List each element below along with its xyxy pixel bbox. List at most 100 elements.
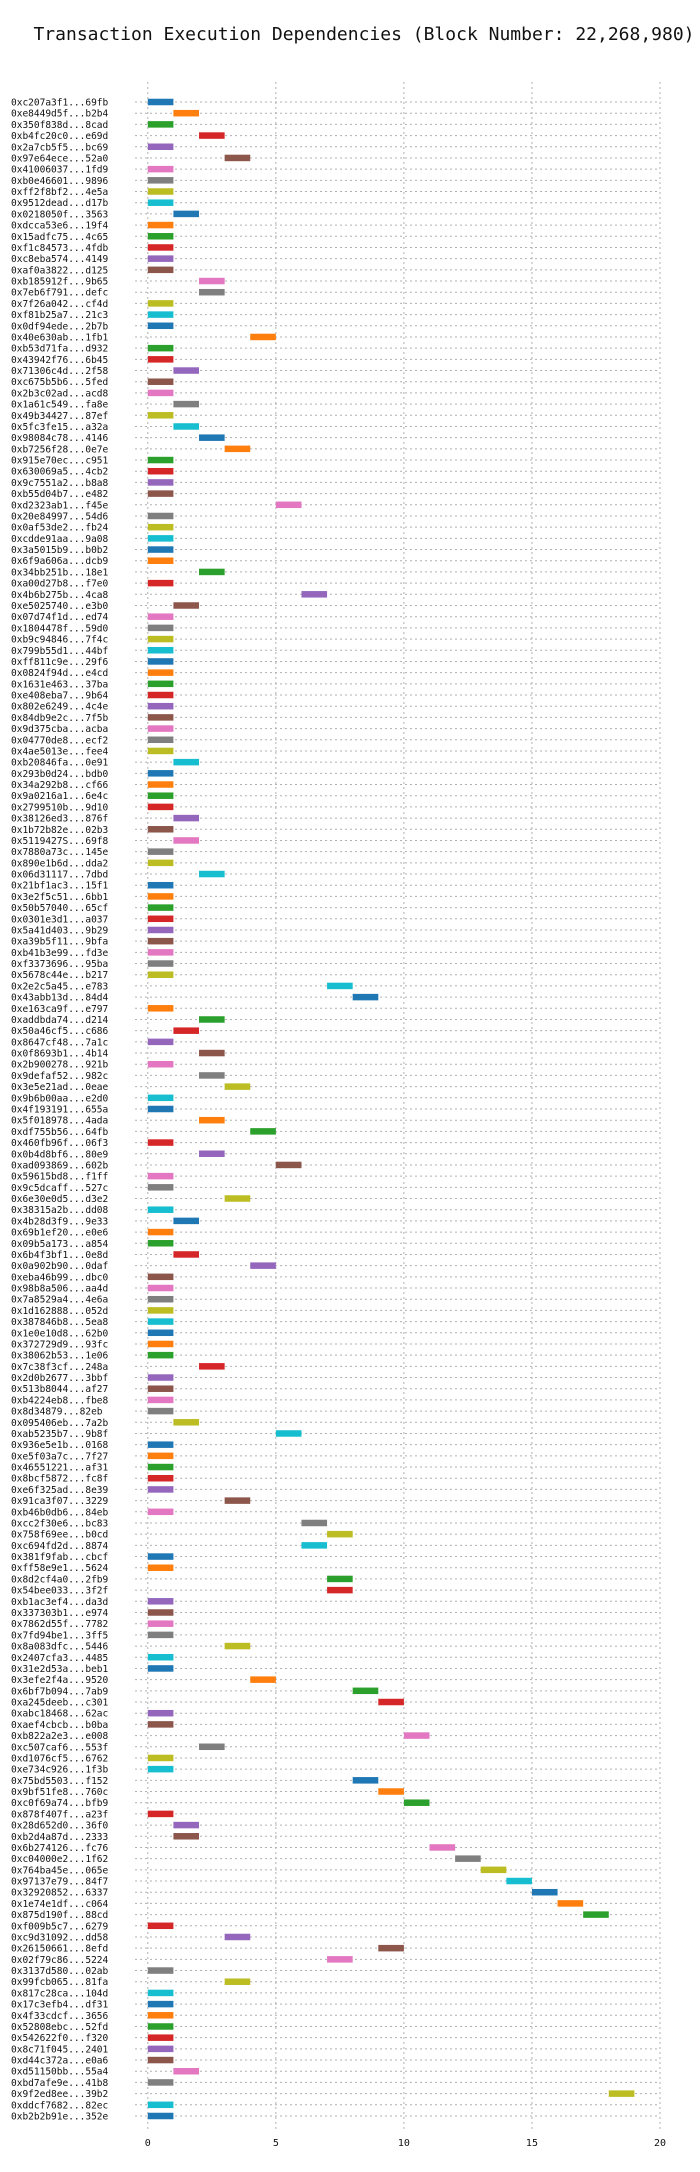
x-tick-label-0: 0	[145, 2138, 151, 2149]
y-tick-label-72: 0x50b57040...65cf	[11, 903, 108, 914]
y-tick-label-167: 0x3137d580...02ab	[11, 1966, 109, 1977]
y-tick-label-132: 0x8d2cf4a0...2fb9	[11, 1574, 109, 1585]
dependency-bar-108	[147, 1307, 174, 1314]
y-tick-label-155: 0xb2d4a87d...2333	[11, 1832, 108, 1843]
y-tick-label-129: 0xc694fd2d...8874	[11, 1541, 109, 1552]
dependency-bar-30	[199, 434, 225, 441]
y-tick-label-163: 0xf009b5c7...6279	[11, 1921, 109, 1932]
dependency-bar-90	[147, 1105, 174, 1113]
dependency-bar-137	[147, 1631, 174, 1639]
y-tick-label-73: 0x0301e3d1...a037	[11, 914, 108, 925]
chart-title: Transaction Execution Dependencies (Bloc…	[33, 24, 694, 45]
y-tick-label-96: 0x59615bd8...f1ff	[11, 1172, 108, 1183]
dependency-bar-9	[147, 199, 174, 206]
y-tick-label-128: 0x758f69ee...b0cd	[11, 1530, 108, 1541]
dependency-bar-96	[147, 1172, 174, 1180]
dependency-bar-124	[147, 1486, 174, 1493]
y-tick-label-16: 0xb185912f...9b65	[11, 277, 108, 288]
dependency-bar-94	[199, 1150, 225, 1158]
y-tick-label-70: 0x21bf1ac3...15f1	[11, 881, 109, 892]
dependency-bar-29	[173, 423, 200, 430]
y-tick-label-94: 0x0b4d8bf6...80e9	[11, 1149, 109, 1160]
dependency-bar-87	[199, 1072, 225, 1079]
y-tick-label-125: 0x91ca3f07...3229	[11, 1496, 109, 1507]
dependency-bar-35	[147, 490, 174, 497]
y-tick-label-28: 0x49b34427...87ef	[11, 411, 108, 422]
dependency-bar-177	[147, 2079, 174, 2086]
dependency-bar-140	[147, 1665, 174, 1672]
dependency-bar-134	[147, 1598, 174, 1605]
dependency-bar-169	[147, 1989, 174, 1997]
y-tick-label-0: 0xc207a3f1...69fb	[11, 98, 109, 109]
dependency-bar-18	[147, 300, 174, 307]
dependency-bar-122	[147, 1463, 174, 1471]
dependency-bar-38	[147, 523, 174, 531]
y-tick-label-57: 0x04770de8...ecf2	[11, 735, 108, 746]
dependency-bar-36	[275, 501, 302, 509]
dependency-bar-154	[173, 1821, 200, 1829]
y-tick-label-176: 0xd51150bb...55a4	[11, 2067, 109, 2078]
y-tick-label-9: 0x9512dead...d17b	[11, 198, 109, 209]
x-tick-label-2: 10	[398, 2138, 410, 2149]
dependency-bar-113	[199, 1363, 225, 1370]
y-tick-label-174: 0x8c71f045...2401	[11, 2044, 109, 2055]
y-tick-label-166: 0x02f79c86...5224	[11, 1955, 109, 1966]
dependency-bar-11	[147, 221, 174, 229]
y-tick-label-23: 0x43942f76...6b45	[11, 355, 108, 366]
dependency-bar-13	[147, 244, 174, 251]
dependency-bar-158	[480, 1866, 507, 1874]
dependency-bar-173	[147, 2034, 174, 2041]
y-tick-label-116: 0xb4224eb8...fbe8	[11, 1395, 109, 1406]
y-tick-label-146: 0xb822a2e3...e008	[11, 1731, 109, 1742]
y-tick-label-56: 0x9d375cba...acba	[11, 724, 108, 735]
y-tick-label-143: 0xa245deeb...c301	[11, 1698, 109, 1709]
y-tick-label-115: 0x513b8044...af27	[11, 1384, 108, 1395]
y-tick-label-33: 0x630069a5...4cb2	[11, 467, 108, 478]
y-tick-label-3: 0xb4fc20c0...e69d	[11, 131, 108, 142]
dependency-bar-4	[147, 143, 174, 151]
dependency-bar-83	[173, 1027, 200, 1034]
y-tick-label-65: 0x1b72b82e...02b3	[11, 825, 108, 836]
dependency-bar-44	[301, 591, 328, 598]
dependency-bar-127	[301, 1519, 328, 1527]
dependency-bar-149	[147, 1765, 174, 1773]
y-tick-label-110: 0x1e0e10d8...62b0	[11, 1328, 109, 1339]
dependency-bar-136	[147, 1620, 174, 1627]
dependency-bar-121	[147, 1452, 174, 1460]
y-tick-label-152: 0xc0f69a74...bfb9	[11, 1798, 109, 1809]
y-tick-label-84: 0x8647cf48...7a1c	[11, 1037, 108, 1048]
y-tick-label-117: 0x8d34879...82eb	[11, 1407, 103, 1418]
y-tick-label-42: 0x34bb251b...18e1	[11, 567, 109, 578]
dependency-bar-135	[147, 1609, 174, 1616]
dependency-bar-65	[147, 826, 174, 833]
y-tick-label-165: 0x26150661...8efd	[11, 1944, 108, 1955]
dependency-bar-152	[403, 1799, 430, 1806]
dependency-bar-79	[327, 982, 353, 990]
y-tick-label-61: 0x34a292b8...cf66	[11, 780, 109, 791]
dependency-bar-174	[147, 2045, 174, 2053]
dependency-bar-115	[147, 1385, 174, 1392]
dependency-bar-99	[147, 1206, 174, 1213]
y-tick-label-26: 0x2b3c02ad...acd8	[11, 388, 109, 399]
dependency-bar-143	[378, 1698, 404, 1706]
y-tick-label-138: 0x8a083dfc...5446	[11, 1642, 109, 1653]
y-tick-label-103: 0x6b4f3bf1...0e8d	[11, 1250, 108, 1261]
y-tick-label-126: 0xb46b0db6...84eb	[11, 1507, 109, 1518]
dependency-bar-167	[147, 1967, 174, 1974]
y-tick-label-98: 0x6e30e0d5...d3e2	[11, 1194, 108, 1205]
dependency-bar-74	[147, 926, 174, 934]
x-tick-label-4: 20	[654, 2138, 666, 2149]
dependency-bar-130	[147, 1553, 174, 1560]
dependency-bar-57	[147, 736, 174, 744]
dependency-bar-60	[147, 770, 174, 777]
y-tick-label-162: 0x875d190f...88cd	[11, 1910, 108, 1921]
dependency-bar-141	[250, 1676, 276, 1683]
x-tick-layer: 0 5 10 15 20	[145, 2138, 666, 2149]
y-tick-label-39: 0xcdde91aa...9a08	[11, 534, 109, 545]
y-tick-label-4: 0x2a7cb5f5...bc69	[11, 142, 109, 153]
y-tick-label-75: 0xa39b5f11...9bfa	[11, 937, 108, 948]
y-tick-label-32: 0x915e70ec...c951	[11, 456, 109, 467]
y-tick-label-149: 0xe734c926...1f3b	[11, 1765, 109, 1776]
y-tick-label-93: 0x460fb96f...06f3	[11, 1138, 108, 1149]
y-tick-label-60: 0x293b0d24...bdb0	[11, 769, 109, 780]
